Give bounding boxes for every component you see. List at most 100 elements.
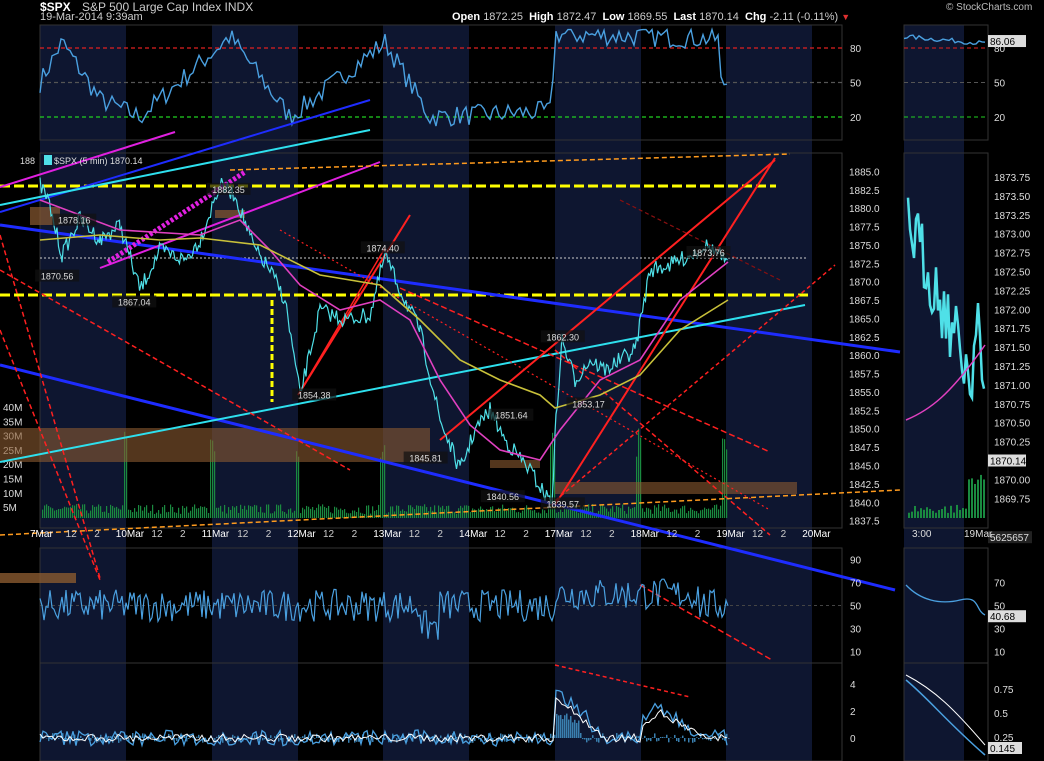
volume-bar — [136, 511, 138, 518]
support-zone-mid — [490, 460, 540, 468]
macd-histogram-bar — [570, 716, 572, 738]
volume-bar — [658, 504, 660, 518]
trend-line — [619, 199, 781, 281]
volume-bar — [186, 506, 188, 518]
macd-histogram-bar — [502, 734, 504, 738]
macd-histogram-bar — [462, 738, 464, 742]
price-annotation: 1882.35 — [212, 185, 245, 195]
macd-histogram-bar — [358, 738, 360, 742]
volume-bar — [298, 456, 300, 518]
macd-histogram-bar — [720, 736, 722, 738]
volume-bar — [296, 451, 298, 518]
side-volume-bar — [911, 511, 913, 518]
macd-histogram-bar — [338, 738, 340, 743]
support-zone-lower — [0, 573, 76, 583]
price-annotation: 1873.76 — [692, 248, 725, 258]
x-axis-tick: 10Mar — [116, 529, 145, 540]
macd-histogram-bar — [576, 722, 578, 738]
macd-histogram-bar — [636, 735, 638, 738]
volume-bar — [688, 510, 690, 518]
macd-histogram-bar — [196, 736, 198, 738]
macd-histogram-bar — [506, 738, 508, 742]
side-rsi-value: 86.06 — [990, 37, 1015, 48]
side-rsi-bottom-line — [905, 584, 986, 616]
volume-bar — [236, 505, 238, 518]
macd-histogram-bar — [318, 735, 320, 738]
macd-histogram-bar — [478, 738, 480, 740]
side-rsi-top-tick: 80 — [994, 44, 1006, 55]
volume-bar — [246, 509, 248, 518]
volume-bar — [266, 504, 268, 518]
volume-bar — [504, 508, 506, 518]
volume-bar — [152, 504, 154, 518]
volume-bar — [220, 505, 222, 518]
side-volume-bar — [971, 478, 973, 518]
chg-value: -2.11 (-0.11%) — [769, 11, 839, 23]
price-y-tick: 1867.5 — [849, 296, 880, 307]
macd-histogram-bar — [658, 738, 660, 741]
macd-histogram-bar — [436, 738, 438, 743]
macd-histogram-bar — [348, 738, 350, 743]
volume-bar — [210, 439, 212, 518]
macd-histogram-bar — [178, 736, 180, 738]
price-annotation: 1870.56 — [41, 272, 74, 282]
macd-histogram-bar — [118, 738, 120, 743]
x-axis-tick: 20Mar — [802, 529, 831, 540]
macd-histogram-bar — [606, 737, 608, 738]
chart-header: $SPX S&P 500 Large Cap Index INDX 19-Mar… — [0, 0, 1044, 24]
volume-bar — [56, 509, 58, 518]
volume-bar — [430, 506, 432, 518]
price-annotation: 1851.64 — [495, 411, 528, 421]
side-rsi-bottom-tick: 30 — [994, 625, 1006, 636]
x-axis-tick: 17Mar — [545, 529, 574, 540]
volume-bar — [114, 507, 116, 518]
macd-histogram-bar — [578, 720, 580, 738]
volume-bar — [456, 513, 458, 518]
price-y-tick: 1885.0 — [849, 167, 880, 178]
volume-bar — [680, 508, 682, 518]
volume-bar — [54, 510, 56, 518]
volume-bar — [408, 505, 410, 518]
volume-bar — [208, 512, 210, 518]
volume-bar — [414, 509, 416, 518]
volume-bar — [646, 507, 648, 518]
volume-bar — [198, 508, 200, 518]
x-axis-tick: 2 — [180, 529, 186, 540]
macd-histogram-bar — [474, 738, 476, 742]
macd-histogram-bar — [444, 738, 446, 741]
volume-tick: 20M — [3, 460, 22, 471]
volume-bar — [470, 511, 472, 518]
volume-bar — [316, 507, 318, 518]
side-rsi-bottom-tick: 50 — [994, 602, 1006, 613]
side-volume-bar — [953, 512, 955, 518]
volume-bar — [620, 508, 622, 518]
volume-bar — [560, 509, 562, 518]
macd-histogram-bar — [278, 738, 280, 742]
macd-histogram-bar — [548, 738, 550, 741]
macd-histogram-bar — [586, 738, 588, 743]
symbol: $SPX — [40, 0, 71, 14]
volume-bar — [290, 508, 292, 518]
support-zone-small — [215, 210, 245, 218]
volume-bar — [324, 506, 326, 518]
macd-histogram-bar — [504, 738, 506, 742]
macd-histogram-bar — [518, 738, 520, 741]
price-annotation: 1862.30 — [546, 332, 579, 342]
volume-bar — [66, 507, 68, 518]
open-label: Open — [452, 11, 481, 23]
macd-histogram-bar — [684, 738, 686, 742]
volume-bar — [718, 509, 720, 518]
macd-histogram-bar — [222, 738, 224, 743]
volume-bar — [676, 509, 678, 518]
volume-bar — [624, 510, 626, 518]
volume-bar — [162, 507, 164, 518]
macd-histogram-bar — [272, 738, 274, 739]
index-title: S&P 500 Large Cap Index INDX — [82, 0, 254, 14]
macd-histogram-bar — [50, 737, 52, 738]
volume-bar — [564, 507, 566, 518]
volume-bar — [304, 509, 306, 518]
price-y-tick: 1870.0 — [849, 278, 880, 289]
macd-histogram-bar — [100, 734, 102, 738]
down-arrow-icon: ▼ — [841, 12, 851, 22]
macd-histogram-bar — [704, 738, 706, 739]
